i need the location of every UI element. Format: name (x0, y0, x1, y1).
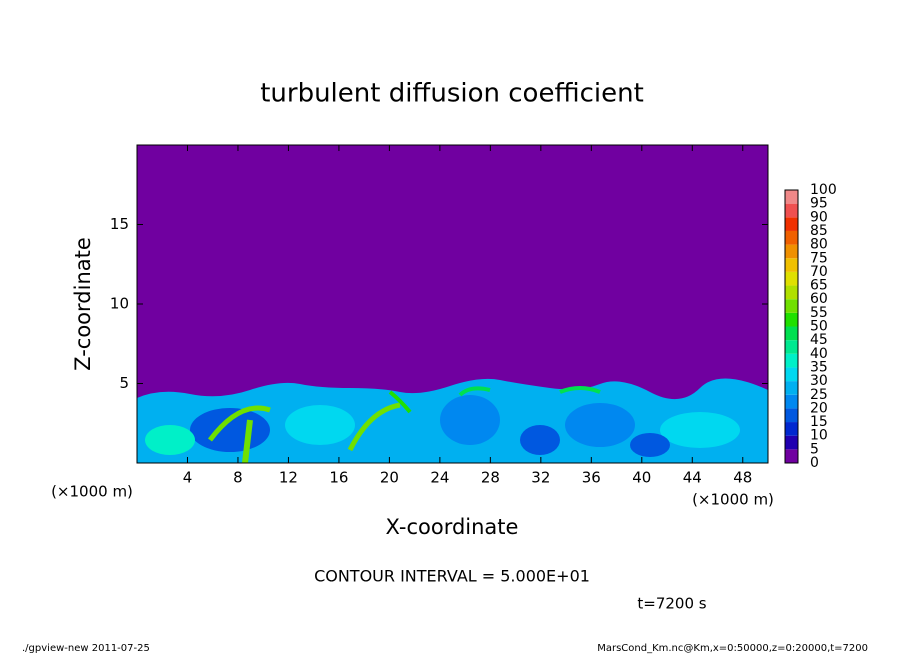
x-unit-label: (×1000 m) (692, 491, 774, 509)
colorbar-bin (785, 422, 798, 436)
x-tick-label: 24 (430, 469, 449, 487)
colorbar-label: 20 (810, 400, 828, 416)
y-axis-label: Z-coordinate (71, 237, 95, 371)
colorbar-bin (785, 230, 798, 245)
y-tick-label: 5 (119, 374, 129, 392)
x-tick-label: 36 (582, 469, 601, 487)
colorbar-label: 55 (810, 305, 828, 321)
x-axis-label: X-coordinate (386, 515, 519, 539)
field (137, 378, 768, 463)
colorbar-bin (785, 326, 798, 341)
colorbar-bin (785, 312, 798, 327)
colorbar-label: 70 (810, 264, 828, 280)
colorbar-label: 5 (810, 441, 819, 457)
colorbar-bin (785, 190, 798, 204)
footer-left: ./gpview-new 2011-07-25 (22, 643, 150, 654)
colorbar-bin (785, 285, 798, 300)
colorbar-label: 65 (810, 278, 828, 294)
y-tick-label: 15 (110, 215, 129, 233)
colorbar-label: 75 (810, 250, 828, 266)
colorbar-bin (785, 367, 798, 382)
time-label: t=7200 s (637, 595, 706, 613)
x-tick-label: 4 (183, 469, 193, 487)
colorbar-label: 60 (810, 291, 828, 307)
x-tick-label: 20 (380, 469, 399, 487)
colorbar-label: 35 (810, 359, 828, 375)
colorbar-label: 25 (810, 387, 828, 403)
chart-title: turbulent diffusion coefficient (260, 79, 644, 109)
colorbar-label: 40 (810, 346, 828, 362)
colorbar-bin (785, 449, 798, 463)
x-tick-label: 16 (329, 469, 348, 487)
colorbar-bin (785, 271, 798, 286)
x-tick-label: 12 (279, 469, 298, 487)
x-tick-label: 40 (632, 469, 651, 487)
colorbar-label: 85 (810, 223, 828, 239)
colorbar-label: 50 (810, 319, 828, 335)
x-unit-label: (×1000 m) (51, 483, 133, 501)
colorbar-bin (785, 217, 798, 231)
colorbar-bin (785, 435, 798, 450)
colorbar-bin (785, 244, 798, 259)
colorbar-label: 100 (810, 182, 837, 198)
colorbar-bin (785, 353, 798, 368)
colorbar-bin (785, 299, 798, 313)
colorbar-bin (785, 394, 798, 409)
colorbar-label: 80 (810, 237, 828, 253)
colorbar-bin (785, 340, 798, 354)
colorbar-label: 45 (810, 332, 828, 348)
colorbar-bin (785, 381, 798, 395)
colorbar-label: 10 (810, 428, 828, 444)
y-tick-label: 10 (110, 295, 129, 313)
x-tick-label: 44 (683, 469, 702, 487)
colorbar-label: 90 (810, 209, 828, 225)
x-tick-label: 8 (233, 469, 243, 487)
x-tick-label: 32 (531, 469, 550, 487)
colorbar-label: 0 (810, 455, 819, 471)
x-tick-label: 28 (481, 469, 500, 487)
colorbar-label: 30 (810, 373, 828, 389)
colorbar-frame (784, 189, 799, 464)
colorbar-label: 95 (810, 196, 828, 212)
footer-right: MarsCond_Km.nc@Km,x=0:50000,z=0:20000,t=… (597, 643, 868, 654)
colorbar-label: 15 (810, 414, 828, 430)
colorbar-bin (785, 203, 798, 218)
colorbar-bin (785, 258, 798, 272)
contour-interval: CONTOUR INTERVAL = 5.000E+01 (314, 567, 590, 586)
colorbar-bin (785, 408, 798, 423)
x-tick-label: 48 (733, 469, 752, 487)
